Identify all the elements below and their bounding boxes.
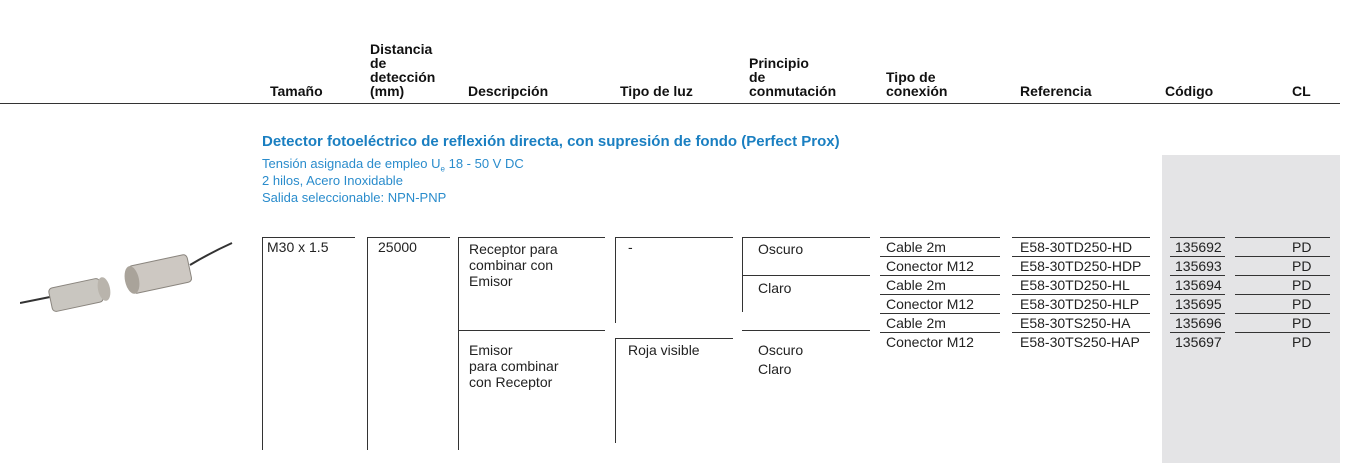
row-rule: [880, 294, 1000, 295]
note: Tensión asignada de empleo Ue 18 - 50 V …: [262, 156, 524, 178]
cell: E58-30TD250-HD: [1020, 239, 1133, 255]
cell: 135697: [1175, 334, 1222, 350]
cell: E58-30TD250-HLP: [1020, 296, 1140, 312]
cell: PD: [1292, 239, 1312, 255]
row-rule: [880, 332, 1000, 333]
column-header: Tipo de luz: [620, 83, 693, 99]
row-rule: [1170, 294, 1225, 295]
cell: Cable 2m: [886, 315, 946, 331]
cell: Cable 2m: [886, 277, 946, 293]
row-rule: [880, 237, 1000, 238]
row-rule: [1012, 332, 1150, 333]
column-header: Distancia de detección (mm): [370, 41, 436, 99]
column-header: Tamaño: [270, 83, 323, 99]
cell: PD: [1292, 258, 1312, 274]
section-title: Detector fotoeléctrico de reflexión dire…: [262, 133, 840, 150]
cell: E58-30TD250-HDP: [1020, 258, 1142, 274]
note-text: Tensión asignada de empleo U: [262, 156, 441, 171]
row-rule: [1170, 332, 1225, 333]
cell: Oscuro: [758, 241, 804, 257]
row-rule: [1012, 237, 1150, 238]
price-band: [1162, 155, 1340, 463]
column-header: Principio de conmutación: [749, 55, 837, 99]
column-header: CL: [1292, 83, 1311, 99]
column-header: Código: [1165, 83, 1214, 99]
cell: E58-30TS250-HA: [1020, 315, 1131, 331]
row-rule: [1170, 313, 1225, 314]
cell: 135696: [1175, 315, 1222, 331]
cell: Claro: [758, 361, 792, 377]
column-header: Descripción: [468, 83, 549, 99]
cell: 135692: [1175, 239, 1222, 255]
row-rule: [1235, 256, 1330, 257]
row-rule: [1170, 237, 1225, 238]
cell: E58-30TS250-HAP: [1020, 334, 1140, 350]
row-rule: [880, 256, 1000, 257]
note: Salida seleccionable: NPN-PNP: [262, 190, 447, 205]
cell: Roja visible: [628, 342, 700, 358]
row-rule: [1012, 256, 1150, 257]
cell: Oscuro: [758, 342, 804, 358]
cell: Conector M12: [886, 334, 974, 350]
note-text: 18 - 50 V DC: [448, 156, 524, 171]
cell: E58-30TD250-HL: [1020, 277, 1130, 293]
cell: PD: [1292, 315, 1312, 331]
row-rule: [1235, 294, 1330, 295]
note: 2 hilos, Acero Inoxidable: [262, 173, 403, 188]
cell: 25000: [378, 239, 417, 255]
row-rule: [1012, 294, 1150, 295]
row-rule: [1170, 275, 1225, 276]
cell: Emisor para combinar con Receptor: [469, 342, 559, 390]
row-rule: [880, 313, 1000, 314]
column-header: Tipo de conexión: [886, 69, 948, 99]
cell: PD: [1292, 296, 1312, 312]
row-rule: [1012, 313, 1150, 314]
note-subscript: e: [440, 164, 445, 174]
row-rule: [880, 275, 1000, 276]
cell: Conector M12: [886, 296, 974, 312]
row-rule: [1235, 275, 1330, 276]
cell: PD: [1292, 277, 1312, 293]
header-rule: [0, 103, 1340, 104]
row-rule: [1235, 332, 1330, 333]
cell: 135695: [1175, 296, 1222, 312]
cell: M30 x 1.5: [267, 239, 329, 255]
column-header: Referencia: [1020, 83, 1092, 99]
cell: 135694: [1175, 277, 1222, 293]
row-rule: [1235, 313, 1330, 314]
cell: Conector M12: [886, 258, 974, 274]
cell: Receptor para combinar con Emisor: [469, 241, 558, 289]
cell: Claro: [758, 280, 792, 296]
row-rule: [1235, 237, 1330, 238]
product-image: [20, 242, 233, 312]
cell: PD: [1292, 334, 1312, 350]
cell: Cable 2m: [886, 239, 946, 255]
row-rule: [1170, 256, 1225, 257]
cell: -: [628, 239, 633, 255]
cell: 135693: [1175, 258, 1222, 274]
row-rule: [1012, 275, 1150, 276]
